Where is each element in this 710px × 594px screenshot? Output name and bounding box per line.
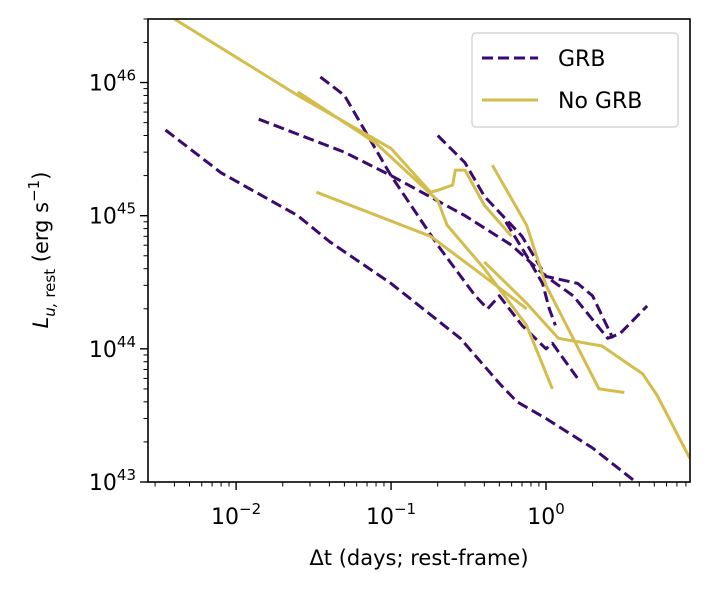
y-tick-label: 1043 — [89, 466, 136, 496]
series-line-5 — [504, 221, 557, 326]
series-line-2 — [258, 117, 649, 340]
series-line-3 — [319, 75, 579, 380]
legend-label-1: GRB — [558, 47, 605, 72]
legend-label-2: No GRB — [558, 89, 642, 114]
y-axis-label: Lu, rest (erg s−1) — [25, 172, 59, 329]
plot-frame — [147, 18, 691, 483]
x-axis-label: Δt (days; rest-frame) — [309, 546, 528, 570]
y-tick-label: 1045 — [89, 200, 136, 230]
x-tick-label: 100 — [527, 500, 565, 530]
legend: GRB No GRB — [471, 32, 679, 128]
series-line-7 — [315, 190, 528, 310]
series-line-10 — [483, 260, 690, 460]
series-line-4 — [436, 134, 615, 339]
axis-ticks: 10−2 10−1 100 1043 1044 1045 1046 — [89, 18, 687, 530]
x-tick-label: 10−2 — [211, 500, 261, 530]
x-tick-label: 10−1 — [366, 500, 416, 530]
series-line-8 — [296, 90, 554, 390]
y-tick-label: 1046 — [89, 67, 136, 97]
y-tick-label: 1044 — [89, 333, 136, 363]
series-line-1 — [164, 128, 637, 482]
series-layer — [164, 19, 690, 482]
series-line-9 — [490, 164, 625, 394]
